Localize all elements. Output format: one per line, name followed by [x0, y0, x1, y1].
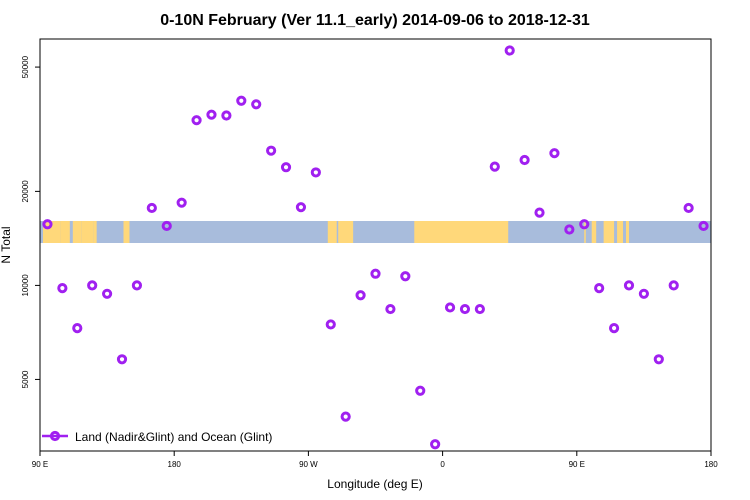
data-point — [444, 302, 456, 313]
y-axis-label: N Total — [0, 226, 13, 263]
data-point — [653, 354, 664, 365]
data-point — [146, 202, 157, 214]
land-patch — [414, 221, 509, 243]
data-point — [266, 145, 277, 156]
land-patch — [338, 221, 354, 243]
plot-frame — [39, 38, 712, 452]
data-point — [295, 202, 307, 213]
data-point — [474, 303, 485, 315]
data-point — [236, 95, 247, 106]
data-point — [668, 280, 679, 291]
data-point — [504, 45, 515, 56]
land-patch — [617, 221, 624, 243]
data-point — [310, 167, 321, 178]
data-point — [698, 220, 709, 232]
data-point — [325, 319, 336, 330]
x-tick-label: 90 E — [569, 460, 585, 469]
data-point — [176, 197, 187, 208]
data-point — [102, 288, 113, 299]
x-axis: 90 E 180 90 W 0 90 E 180 — [32, 451, 718, 469]
x-tick-label: 0 — [440, 460, 445, 469]
land-patch — [626, 221, 629, 243]
data-point — [430, 439, 441, 450]
data-point — [638, 288, 650, 299]
data-point — [370, 268, 381, 279]
land-patch — [51, 221, 61, 243]
x-tick-label: 180 — [704, 460, 718, 469]
land-patch — [591, 221, 597, 243]
y-tick-label: 50000 — [21, 55, 30, 78]
data-point — [280, 162, 292, 173]
x-tick-label: 90 E — [32, 460, 48, 469]
legend-marker-swatch — [49, 430, 61, 442]
data-point — [340, 411, 351, 422]
data-point — [131, 280, 143, 291]
data-point — [489, 161, 500, 172]
data-point — [191, 115, 202, 126]
data-point — [355, 290, 366, 301]
data-point — [116, 354, 128, 365]
data-point — [579, 219, 590, 230]
land-patch — [81, 221, 94, 243]
data-point — [459, 303, 471, 315]
land-patch — [93, 221, 97, 243]
data-point — [683, 202, 694, 214]
data-point — [608, 322, 620, 334]
data-point — [623, 280, 635, 291]
land-patch — [72, 221, 82, 243]
land-patch — [42, 221, 55, 243]
land-patch — [60, 221, 70, 243]
y-tick-label: 10000 — [21, 274, 30, 297]
data-point — [534, 207, 545, 218]
map-strip — [40, 221, 711, 243]
x-axis-label: Longitude (deg E) — [327, 477, 422, 491]
data-point — [57, 283, 68, 294]
legend-label: Land (Nadir&Glint) and Ocean (Glint) — [75, 430, 272, 444]
y-axis: 5000 10000 20000 50000 — [21, 55, 40, 388]
x-tick-label: 180 — [168, 460, 182, 469]
data-point — [549, 148, 560, 159]
data-point — [519, 154, 530, 166]
data-point — [161, 220, 172, 232]
land-patch — [603, 221, 615, 243]
legend: Land (Nadir&Glint) and Ocean (Glint) — [42, 430, 272, 444]
data-point — [42, 219, 53, 230]
land-patch — [327, 221, 337, 243]
data-point — [72, 322, 83, 334]
data-points — [42, 45, 709, 450]
data-point — [400, 271, 411, 282]
data-point — [87, 280, 98, 291]
y-tick-label: 20000 — [21, 180, 30, 203]
ocean-band — [40, 221, 711, 243]
data-point — [221, 110, 232, 121]
data-point — [385, 303, 396, 315]
chart-title: 0-10N February (Ver 11.1_early) 2014-09-… — [160, 12, 590, 29]
data-point — [594, 283, 605, 294]
land-patch — [123, 221, 130, 243]
data-point — [206, 109, 217, 120]
data-point — [415, 385, 426, 396]
data-point — [564, 224, 575, 235]
data-point — [251, 99, 262, 110]
y-tick-label: 5000 — [21, 370, 30, 388]
land-patch — [584, 221, 586, 243]
x-tick-label: 90 W — [299, 460, 318, 469]
land-shapes — [42, 221, 629, 243]
